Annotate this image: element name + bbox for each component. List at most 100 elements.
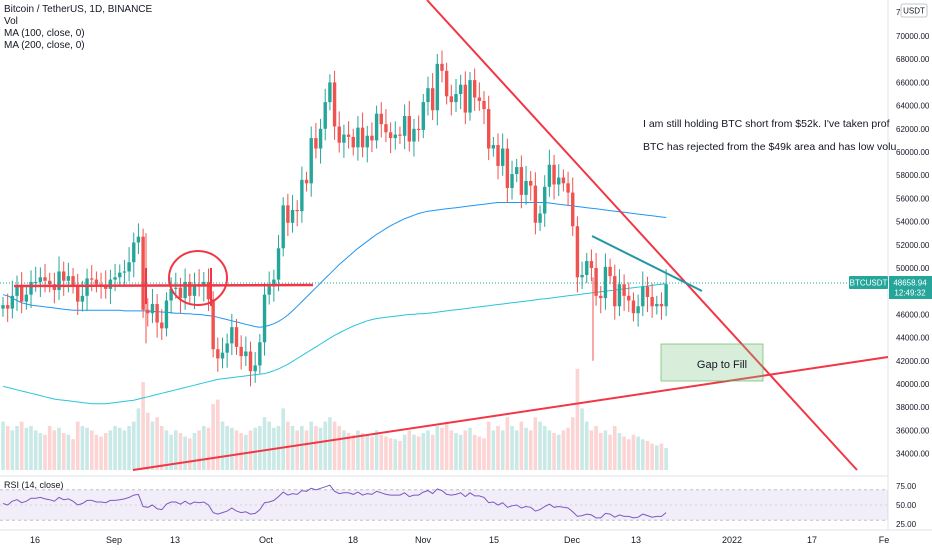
rsi-tick-label: 50.00 <box>896 501 917 510</box>
symbol-title: Bitcoin / TetherUS, 1D, BINANCE <box>4 4 153 15</box>
candle-body <box>127 262 131 272</box>
candle-body <box>188 281 192 296</box>
candle-body <box>407 116 411 142</box>
rsi-tick-label: 75.00 <box>896 482 917 491</box>
volume-bar <box>309 421 314 470</box>
candle-body <box>132 242 136 263</box>
candle-body <box>402 116 407 136</box>
candle-body <box>150 303 155 314</box>
volume-bar <box>159 426 164 470</box>
candle-body <box>122 271 127 273</box>
volume-bar <box>472 434 477 470</box>
candle-body <box>505 148 510 188</box>
candle-body <box>426 88 430 103</box>
candle-body <box>1 305 5 309</box>
volume-bar <box>328 417 332 470</box>
currency-badge <box>900 3 928 18</box>
candle-body <box>384 124 388 133</box>
volume-bar <box>458 434 463 470</box>
volume-bar <box>183 436 187 470</box>
price-tick-label: 34000.00 <box>896 450 930 459</box>
volume-bar <box>659 443 664 470</box>
volume-bar <box>351 434 356 470</box>
candle-body <box>211 299 215 350</box>
volume-bar <box>202 426 206 470</box>
volume-bar <box>379 434 384 470</box>
volume-bar <box>626 439 631 470</box>
volume-bar <box>173 430 178 470</box>
volume-bar <box>608 434 612 470</box>
time-tick-label: Fe <box>879 535 890 545</box>
volume-bar <box>603 430 608 470</box>
candle-body <box>664 284 668 307</box>
volume-bar <box>566 427 570 470</box>
candle-body <box>440 63 444 71</box>
volume-bar <box>426 430 430 470</box>
candle-body <box>435 63 440 111</box>
volume-bar <box>482 438 486 470</box>
candle-body <box>575 226 580 278</box>
candle-body <box>174 287 178 289</box>
symbol-tag <box>849 276 888 289</box>
ma100-indicator-label: MA (100, close, 0) <box>4 28 85 39</box>
price-tick-label: 70000.00 <box>896 32 930 41</box>
volume-bar <box>197 430 201 470</box>
candle-body <box>71 276 75 286</box>
price-tick-label: 46000.00 <box>896 310 930 319</box>
candle-body <box>463 84 468 113</box>
candle-body <box>529 181 533 186</box>
price-tick-label: 7 <box>896 8 901 17</box>
price-tick-label: 54000.00 <box>896 218 930 227</box>
candle-body <box>482 100 486 110</box>
candle-body <box>356 127 360 148</box>
volume-bar <box>402 434 407 470</box>
candle-body <box>491 145 496 149</box>
candle-body <box>393 134 397 139</box>
time-tick-label: 16 <box>30 535 40 545</box>
price-tag-value: 48658.94 <box>893 279 927 288</box>
volume-bar <box>267 421 271 470</box>
candle-body <box>645 286 650 297</box>
volume-bar <box>622 436 626 470</box>
time-tick-label: 13 <box>631 535 641 545</box>
candle-body <box>276 248 281 280</box>
price-tick-label: 66000.00 <box>896 78 930 87</box>
volume-bar <box>300 426 304 470</box>
candle-body <box>286 205 290 223</box>
candle-body <box>603 266 608 299</box>
candle-body <box>360 127 365 148</box>
price-tick-label: 44000.00 <box>896 334 930 343</box>
volume-bar <box>71 439 75 470</box>
volume-bar <box>496 426 500 470</box>
candle-body <box>328 82 332 103</box>
rsi-line <box>2 484 667 519</box>
candle-body <box>304 179 309 184</box>
volume-bar <box>211 404 215 470</box>
volume-bar <box>580 408 584 470</box>
candle-body <box>192 284 197 296</box>
volume-bar <box>155 417 159 470</box>
candle-body <box>538 213 542 223</box>
volume-bar <box>15 426 19 470</box>
candle-body <box>655 303 659 307</box>
volume-bar <box>664 448 668 470</box>
candle-body <box>164 300 169 329</box>
volume-bar <box>248 430 253 470</box>
volume-bar <box>640 439 645 470</box>
volume-bar <box>290 426 295 470</box>
candle-body <box>5 305 10 309</box>
candle-body <box>230 327 234 344</box>
price-tick-label: 56000.00 <box>896 194 930 203</box>
volume-bar <box>440 427 444 470</box>
candle-body <box>183 281 187 299</box>
rsi-indicator-label: RSI (14, close) <box>4 480 64 490</box>
candle-body <box>136 236 141 243</box>
volume-bar <box>416 436 421 470</box>
price-tick-label: 68000.00 <box>896 55 930 64</box>
time-tick-label: 15 <box>489 535 499 545</box>
volume-bar <box>486 421 491 470</box>
candle-body <box>160 322 164 329</box>
volume-bar <box>19 421 24 470</box>
candle-body <box>118 272 122 278</box>
